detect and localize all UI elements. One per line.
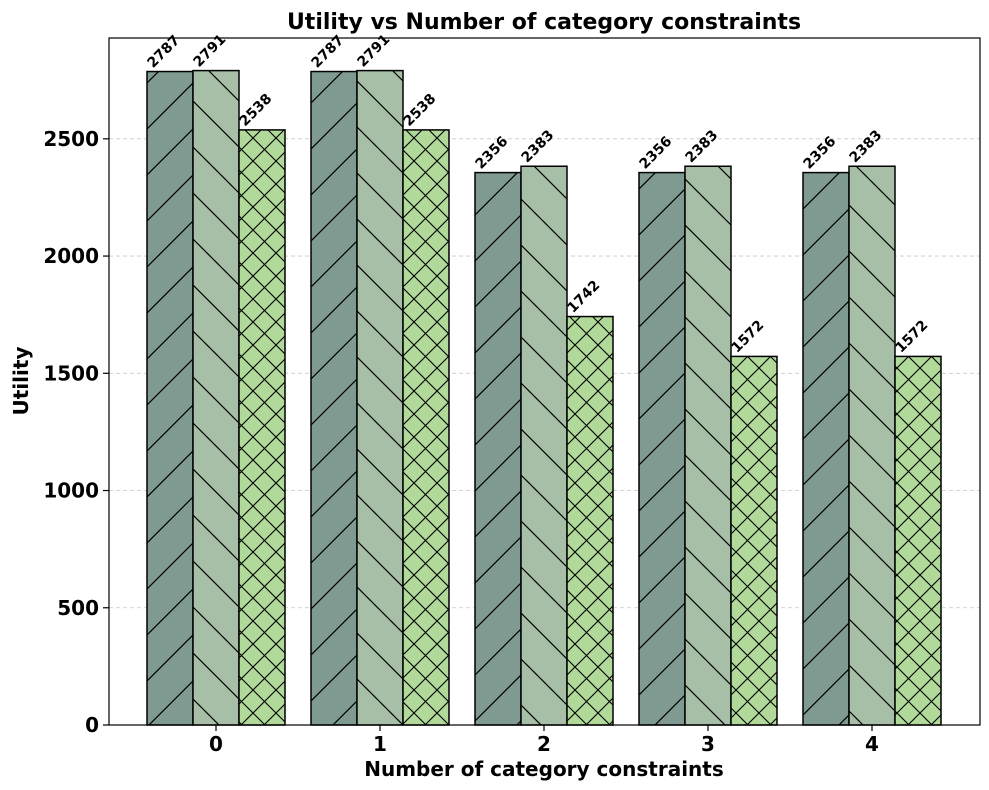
data-label: 2383 bbox=[683, 127, 722, 166]
bars-layer bbox=[146, 69, 942, 726]
bar-hatch bbox=[402, 129, 450, 726]
y-tick-label: 500 bbox=[57, 596, 99, 620]
data-label: 2356 bbox=[473, 134, 512, 173]
data-label: 2791 bbox=[191, 32, 230, 71]
data-label: 1742 bbox=[565, 278, 604, 317]
bar-hatch bbox=[730, 355, 778, 726]
x-tick-label: 4 bbox=[865, 732, 879, 756]
y-tick-label: 2500 bbox=[43, 127, 99, 151]
data-label: 2538 bbox=[237, 91, 276, 130]
data-label: 1572 bbox=[729, 317, 768, 356]
x-tick-label: 2 bbox=[537, 732, 551, 756]
bar-hatch bbox=[802, 171, 850, 726]
x-axis-label: Number of category constraints bbox=[364, 757, 724, 781]
bar-hatch bbox=[638, 171, 686, 726]
data-label: 2356 bbox=[637, 134, 676, 173]
data-label: 2356 bbox=[801, 134, 840, 173]
y-axis: 0 500 1000 1500 2000 2500 bbox=[43, 127, 109, 737]
x-tick-label: 3 bbox=[701, 732, 715, 756]
data-label: 2383 bbox=[519, 127, 558, 166]
data-label: 2791 bbox=[355, 32, 394, 71]
bar-hatch bbox=[310, 70, 358, 726]
y-tick-label: 2000 bbox=[43, 244, 99, 268]
y-axis-label: Utility bbox=[9, 347, 33, 416]
bar-hatch bbox=[894, 355, 942, 726]
data-label: 2538 bbox=[401, 91, 440, 130]
y-tick-label: 0 bbox=[85, 713, 99, 737]
bar-hatch bbox=[474, 171, 522, 726]
x-axis: 0 1 2 3 4 bbox=[209, 725, 879, 756]
bar-hatch bbox=[146, 70, 194, 726]
chart-title: Utility vs Number of category constraint… bbox=[287, 10, 801, 35]
data-label: 1572 bbox=[893, 317, 932, 356]
bar-hatch bbox=[356, 69, 404, 726]
bar-hatch bbox=[848, 165, 896, 726]
bar-hatch bbox=[238, 129, 286, 726]
bar-hatch bbox=[520, 165, 568, 726]
x-tick-label: 1 bbox=[373, 732, 387, 756]
bar-hatch bbox=[192, 69, 240, 726]
data-label: 2383 bbox=[847, 127, 886, 166]
x-tick-label: 0 bbox=[209, 732, 223, 756]
bar-hatch bbox=[684, 165, 732, 726]
bar-hatch bbox=[566, 315, 614, 726]
y-tick-label: 1000 bbox=[43, 479, 99, 503]
y-tick-label: 1500 bbox=[43, 361, 99, 385]
